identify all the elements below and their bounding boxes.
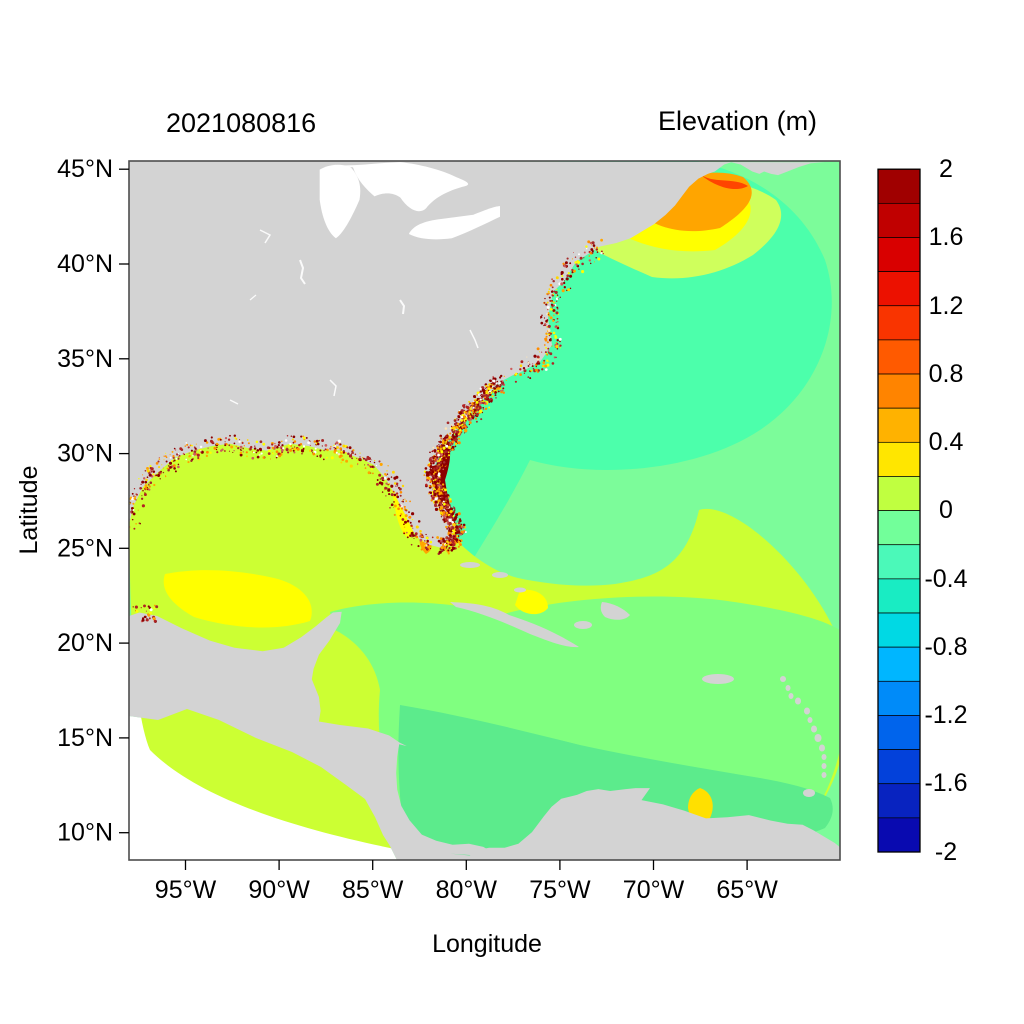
svg-text:Elevation (m): Elevation (m) bbox=[658, 106, 817, 136]
svg-text:30°N: 30°N bbox=[57, 440, 113, 468]
svg-text:-1.6: -1.6 bbox=[924, 769, 967, 797]
svg-text:90°W: 90°W bbox=[248, 876, 310, 904]
svg-text:2021080816: 2021080816 bbox=[166, 108, 316, 138]
svg-text:65°W: 65°W bbox=[716, 876, 778, 904]
svg-text:45°N: 45°N bbox=[57, 155, 113, 183]
svg-text:80°W: 80°W bbox=[436, 876, 498, 904]
svg-text:25°N: 25°N bbox=[57, 534, 113, 562]
svg-text:75°W: 75°W bbox=[529, 876, 591, 904]
svg-text:15°N: 15°N bbox=[57, 724, 113, 752]
svg-text:-2: -2 bbox=[935, 838, 957, 866]
svg-text:1.6: 1.6 bbox=[929, 223, 964, 251]
svg-text:-0.8: -0.8 bbox=[924, 633, 967, 661]
svg-text:2: 2 bbox=[939, 155, 953, 183]
svg-text:40°N: 40°N bbox=[57, 250, 113, 278]
svg-text:0: 0 bbox=[939, 496, 953, 524]
svg-text:1.2: 1.2 bbox=[929, 292, 964, 320]
svg-text:95°W: 95°W bbox=[155, 876, 217, 904]
svg-text:-1.2: -1.2 bbox=[924, 701, 967, 729]
svg-text:20°N: 20°N bbox=[57, 629, 113, 657]
svg-text:Longitude: Longitude bbox=[432, 930, 542, 958]
svg-text:0.8: 0.8 bbox=[929, 360, 964, 388]
svg-text:10°N: 10°N bbox=[57, 819, 113, 847]
svg-text:Latitude: Latitude bbox=[15, 466, 43, 555]
svg-text:35°N: 35°N bbox=[57, 345, 113, 373]
svg-text:70°W: 70°W bbox=[623, 876, 685, 904]
svg-text:-0.4: -0.4 bbox=[924, 565, 967, 593]
svg-text:0.4: 0.4 bbox=[929, 428, 964, 456]
svg-text:85°W: 85°W bbox=[342, 876, 404, 904]
